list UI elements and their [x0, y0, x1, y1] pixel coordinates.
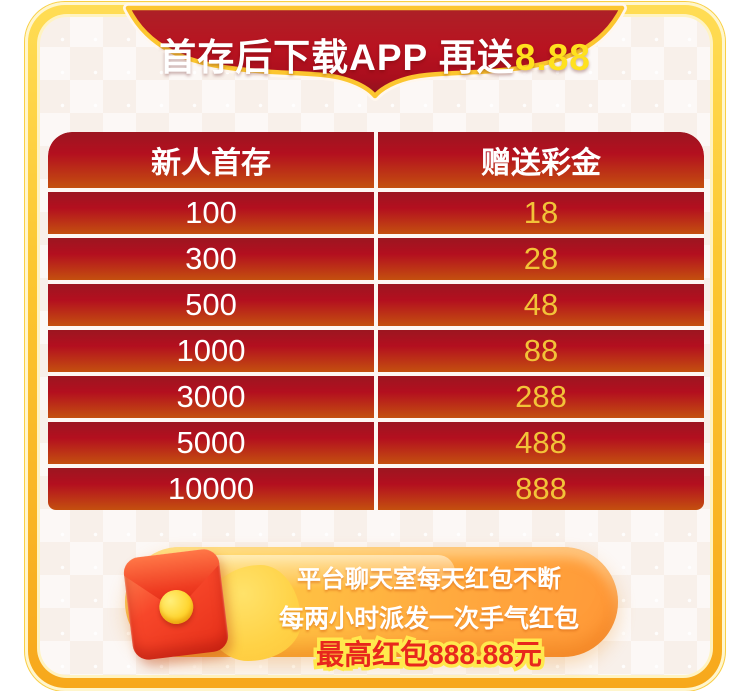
banner-ribbon [123, 3, 627, 101]
banner-label: 首存后下载APP 再送 [159, 37, 515, 78]
deposit-bonus-table: 新人首存 赠送彩金 100 18 300 28 500 48 1000 88 3… [48, 132, 704, 510]
column-divider [374, 376, 378, 418]
column-divider [374, 192, 378, 234]
bonus-value: 28 [378, 238, 704, 280]
deposit-value: 3000 [48, 376, 374, 418]
column-divider [374, 422, 378, 464]
column-divider [374, 132, 378, 188]
promo-text-block: 平台聊天室每天红包不断 每两小时派发一次手气红包 最高红包888.88元 最高红… [248, 559, 610, 674]
deposit-value: 10000 [48, 468, 374, 510]
table-header-deposit: 新人首存 [48, 132, 374, 188]
column-divider [374, 284, 378, 326]
bonus-value: 88 [378, 330, 704, 372]
deposit-value: 300 [48, 238, 374, 280]
deposit-value: 100 [48, 192, 374, 234]
bonus-value: 18 [378, 192, 704, 234]
banner-ribbon-shape [125, 5, 625, 99]
banner-bonus-amount: 8.88 [514, 37, 591, 78]
table-header-bonus: 赠送彩金 [378, 132, 704, 188]
deposit-value: 500 [48, 284, 374, 326]
column-divider [374, 330, 378, 372]
bonus-value: 888 [378, 468, 704, 510]
promo-highlight-outline: 最高红包888.88元 [313, 636, 546, 674]
column-divider [374, 468, 378, 510]
column-divider [374, 238, 378, 280]
deposit-value: 5000 [48, 422, 374, 464]
promo-line-1: 平台聊天室每天红包不断 [297, 566, 561, 593]
download-app-banner[interactable]: 首存后下载APP 再送8.88 [0, 27, 750, 81]
deposit-value: 1000 [48, 330, 374, 372]
bonus-value: 48 [378, 284, 704, 326]
promo-highlight-text: 最高红包888.88元 [316, 639, 542, 670]
red-envelope-icon [122, 547, 230, 662]
promo-line-2: 每两小时派发一次手气红包 [278, 605, 579, 633]
bonus-value: 488 [378, 422, 704, 464]
promo-highlight: 最高红包888.88元 最高红包888.88元 [248, 636, 610, 674]
bonus-value: 288 [378, 376, 704, 418]
